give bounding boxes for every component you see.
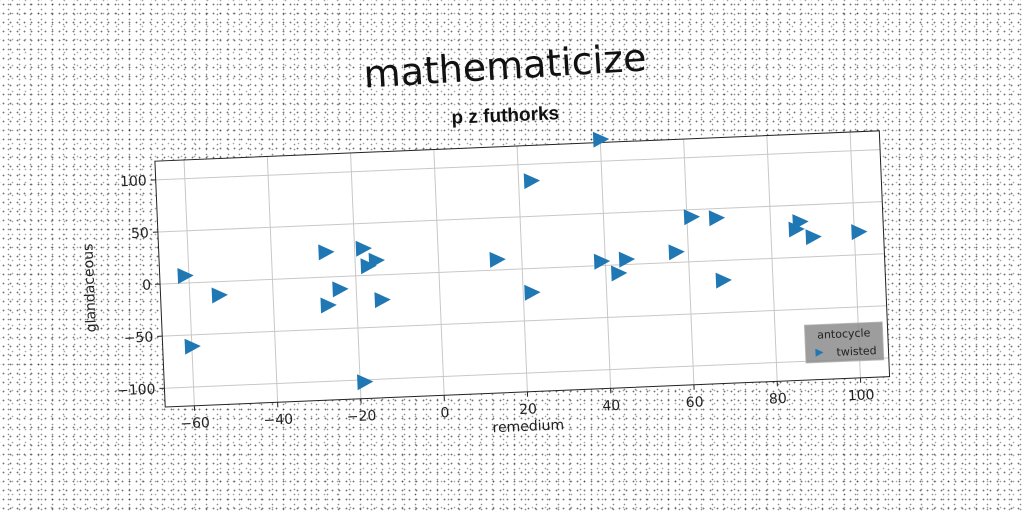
scatter-point [184,338,201,355]
scatter-point [360,258,377,275]
plot-area: p z futhorks −60 −40 −20 0 20 40 60 80 100 −100 −5… [80,103,891,436]
scatter-point [611,265,628,282]
scatter-point [708,210,726,227]
scatter-point [715,272,732,289]
y-tick-label: −50 [123,330,153,347]
y-axis-label: glandaceous [80,243,100,332]
y-tick-label: 50 [131,225,149,242]
y-gridline [160,253,885,285]
axis-ticks: −60 −40 −20 0 20 40 60 80 100 −100 −50 0 50 100 [117,173,875,432]
y-tick-label: 0 [142,277,152,293]
y-tick-label: 100 [120,173,147,190]
x-tick-label: 20 [519,401,537,418]
scatter-point [805,229,822,246]
scatter-point [524,284,541,301]
scatter-point [374,292,391,309]
legend-marker [815,348,824,357]
y-gridline [157,201,883,233]
scatter-point [177,268,194,285]
y-gridline [155,149,881,181]
scatter-point [668,244,685,261]
chart-title: mathematicize [362,35,647,96]
x-tick-label: 40 [602,398,620,415]
legend-title: antocycle [817,326,871,341]
scatter-point [355,240,372,257]
x-tick-label: 100 [848,387,875,404]
scatter-point [357,374,374,391]
scatter-point [489,251,506,268]
scatter-point [618,251,636,268]
scatter-point [368,252,385,269]
chart-subtitle: p z futhorks [451,103,559,128]
scatter-point [211,287,228,304]
x-axis-label: remedium [492,417,564,436]
scatter-point [592,131,610,148]
x-tick-label: 80 [769,391,787,408]
y-gridline [162,305,887,337]
legend: antocycle twisted [803,321,885,364]
x-tick-label: 60 [685,394,703,411]
scatter-point [851,224,868,241]
x-tick-label: −20 [347,408,377,425]
x-tick-label: −40 [263,412,293,429]
legend-box [803,321,885,364]
scatter-point [332,281,349,298]
scatter-point [523,173,541,190]
legend-entry-label: twisted [836,344,877,359]
scatter-point [320,297,337,314]
scatter-point [593,253,611,270]
grid [155,132,889,406]
y-tick-label: −100 [117,382,156,400]
data-points [177,131,868,391]
scatter-point [318,244,335,261]
scatter-point [683,209,701,226]
scatter-point [788,221,805,238]
x-tick-label: 0 [440,405,450,421]
x-tick-label: −60 [180,415,210,432]
y-gridline [164,357,889,389]
